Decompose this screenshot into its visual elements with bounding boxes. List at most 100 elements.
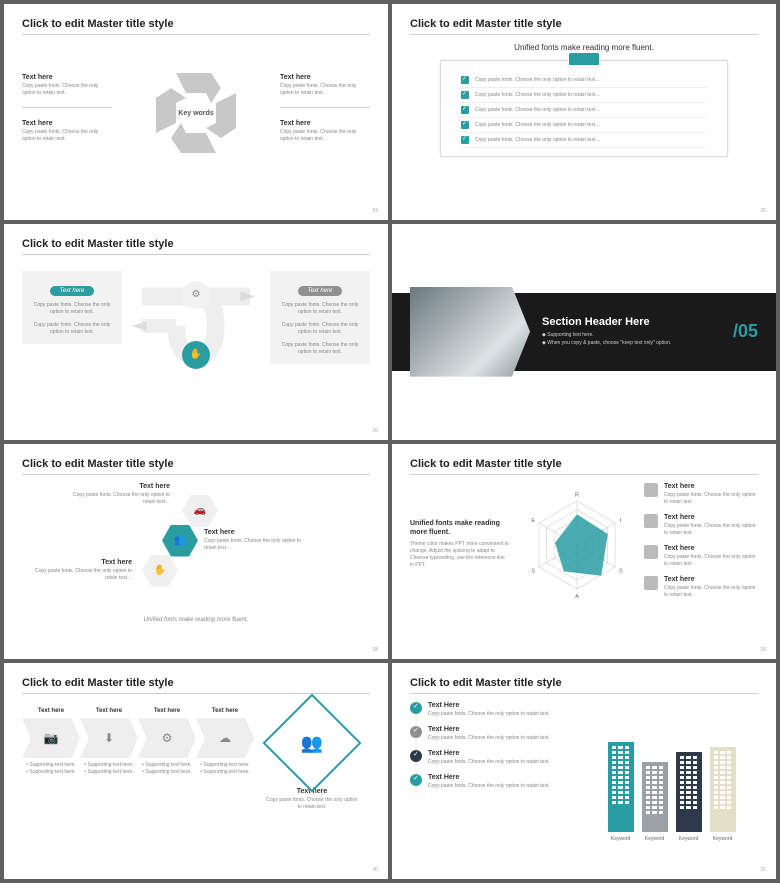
- text-label: Text here: [60, 483, 170, 490]
- check-dot-icon: [410, 702, 422, 714]
- section-image: [410, 287, 530, 377]
- building-chart: KeywordKeywordKeywordKeyword: [585, 702, 758, 832]
- text-label: Text Here: [428, 726, 550, 733]
- step-label: Text here: [80, 708, 138, 714]
- chevron-icon: ☁: [196, 718, 254, 758]
- checklist-item: Copy paste fonts. Choose the only option…: [461, 88, 707, 103]
- process-step: Text here ⚙ • Supporting text here.• Suppo…: [138, 708, 196, 776]
- heading: Unified fonts make reading more fluent.: [410, 520, 510, 537]
- svg-text:E: E: [531, 517, 535, 523]
- process-step: Text here☁• Supporting text here.• Suppo…: [196, 708, 254, 776]
- page-number: 26: [372, 428, 378, 434]
- body-text: Copy paste fonts. Choose the only option…: [22, 83, 112, 97]
- svg-text:S: S: [531, 568, 535, 574]
- chevron-icon: 📷: [22, 718, 80, 758]
- body-text: • Supporting text here.• Supporting text…: [138, 762, 196, 776]
- section-header: Section Header Here: [542, 316, 671, 328]
- body-text: Copy paste fonts. Choose the only option…: [664, 585, 758, 599]
- body-text: Copy paste fonts. Choose the only option…: [22, 568, 132, 582]
- page-number: 25: [760, 208, 766, 214]
- body-text: Copy paste fonts. Choose the only option…: [664, 492, 758, 506]
- process-step: Text here ⬇ • Supporting text here.• Suppo…: [80, 708, 138, 776]
- checklist-item: Copy paste fonts. Choose the only option…: [461, 103, 707, 118]
- slide-1: Click to edit Master title style Text he…: [4, 4, 388, 220]
- slide-title: Click to edit Master title style: [22, 677, 370, 694]
- center-label: Key words: [178, 110, 213, 117]
- checklist-item: Copy paste fonts. Choose the only option…: [461, 118, 707, 133]
- hex-icon: ✋: [142, 555, 178, 587]
- slide-4-section-header: Section Header Here Supporting text here…: [392, 224, 776, 440]
- building-bar: Keyword: [676, 752, 702, 832]
- slide-2: Click to edit Master title style Unified…: [392, 4, 776, 220]
- check-dot-icon: [410, 726, 422, 738]
- body-text: Copy paste fonts. Choose the only option…: [475, 122, 600, 129]
- body-text: • Supporting text here.• Supporting text…: [22, 762, 80, 776]
- pill-label: Text here: [50, 286, 95, 296]
- check-icon: [461, 121, 469, 129]
- body-text: Copy paste fonts. Choose the only option…: [428, 783, 550, 790]
- text-label: Text here: [664, 483, 758, 490]
- flow-diagram: ⚙ ✋: [132, 271, 260, 381]
- bar-label: Keyword: [608, 836, 634, 842]
- checklist-item: Copy paste fonts. Choose the only option…: [461, 73, 707, 88]
- check-item: Text HereCopy paste fonts. Choose the on…: [410, 750, 565, 766]
- svg-text:I: I: [620, 517, 622, 523]
- text-label: Text here: [22, 120, 112, 127]
- step-label: Text here: [138, 708, 196, 714]
- page-number: 31: [760, 867, 766, 873]
- body-text: Copy paste fonts. Choose the only option…: [278, 322, 362, 336]
- check-item: Text HereCopy paste fonts. Choose the on…: [410, 726, 565, 742]
- step-label: Text here: [22, 708, 80, 714]
- text-label: Text here: [22, 74, 112, 81]
- chevron-icon: ⬇: [80, 718, 138, 758]
- body-text: Copy paste fonts. Choose the only option…: [664, 523, 758, 537]
- body-text: Copy paste fonts. Choose the only option…: [264, 797, 360, 811]
- subtitle: Unified fonts make reading more fluent.: [410, 43, 758, 52]
- list-icon: [644, 514, 658, 528]
- body-text: • Supporting text here.• Supporting text…: [80, 762, 138, 776]
- check-icon: [461, 91, 469, 99]
- bar-label: Keyword: [676, 836, 702, 842]
- text-label: Text here: [204, 529, 314, 536]
- body-text: Copy paste fonts. Choose the only option…: [475, 92, 600, 99]
- step-icon: ✋: [182, 341, 210, 369]
- check-dot-icon: [410, 774, 422, 786]
- pill-label: Text here: [298, 286, 343, 296]
- step-icon: ⚙: [182, 281, 210, 309]
- hex-icon: 👥: [162, 525, 198, 557]
- body-text: Copy paste fonts. Choose the only option…: [428, 711, 550, 718]
- page-number: 29: [760, 647, 766, 653]
- check-icon: [461, 106, 469, 114]
- bar-label: Keyword: [642, 836, 668, 842]
- text-label: Text here: [280, 74, 370, 81]
- clipboard: Copy paste fonts. Choose the only option…: [440, 60, 728, 157]
- slide-7: Click to edit Master title style Text he…: [4, 663, 388, 879]
- text-label: Text here: [22, 559, 132, 566]
- body-text: Copy paste fonts. Choose the only option…: [428, 759, 550, 766]
- svg-text:S: S: [619, 568, 623, 574]
- slide-title: Click to edit Master title style: [22, 18, 370, 35]
- building-bar: Keyword: [710, 747, 736, 832]
- body-text: Copy paste fonts. Choose the only option…: [22, 129, 112, 143]
- slide-title: Click to edit Master title style: [410, 18, 758, 35]
- chevron-icon: ⚙: [138, 718, 196, 758]
- slide-title: Click to edit Master title style: [22, 458, 370, 475]
- slide-3: Click to edit Master title style Text he…: [4, 224, 388, 440]
- process-step: Text here 📷 • Supporting text here.• Suppo…: [22, 708, 80, 776]
- hex-icon: 🚗: [182, 495, 218, 527]
- page-number: 24: [372, 208, 378, 214]
- section-bullet: Supporting text here.: [542, 332, 671, 338]
- slide-grid: Click to edit Master title style Text he…: [4, 4, 776, 879]
- body-text: Copy paste fonts. Choose the only option…: [30, 322, 114, 336]
- list-icon: [644, 483, 658, 497]
- bar-label: Keyword: [710, 836, 736, 842]
- slide-title: Click to edit Master title style: [410, 677, 758, 694]
- body-text: Copy paste fonts. Choose the only option…: [475, 77, 600, 84]
- building-bar: Keyword: [642, 762, 668, 832]
- text-label: Text Here: [428, 702, 550, 709]
- text-label: Text Here: [428, 774, 550, 781]
- footer-text: Unified fonts make reading more fluent.: [22, 617, 370, 623]
- section-number: /05: [733, 321, 758, 342]
- body-text: Copy paste fonts. Choose the only option…: [664, 554, 758, 568]
- checklist-item: Copy paste fonts. Choose the only option…: [461, 133, 707, 148]
